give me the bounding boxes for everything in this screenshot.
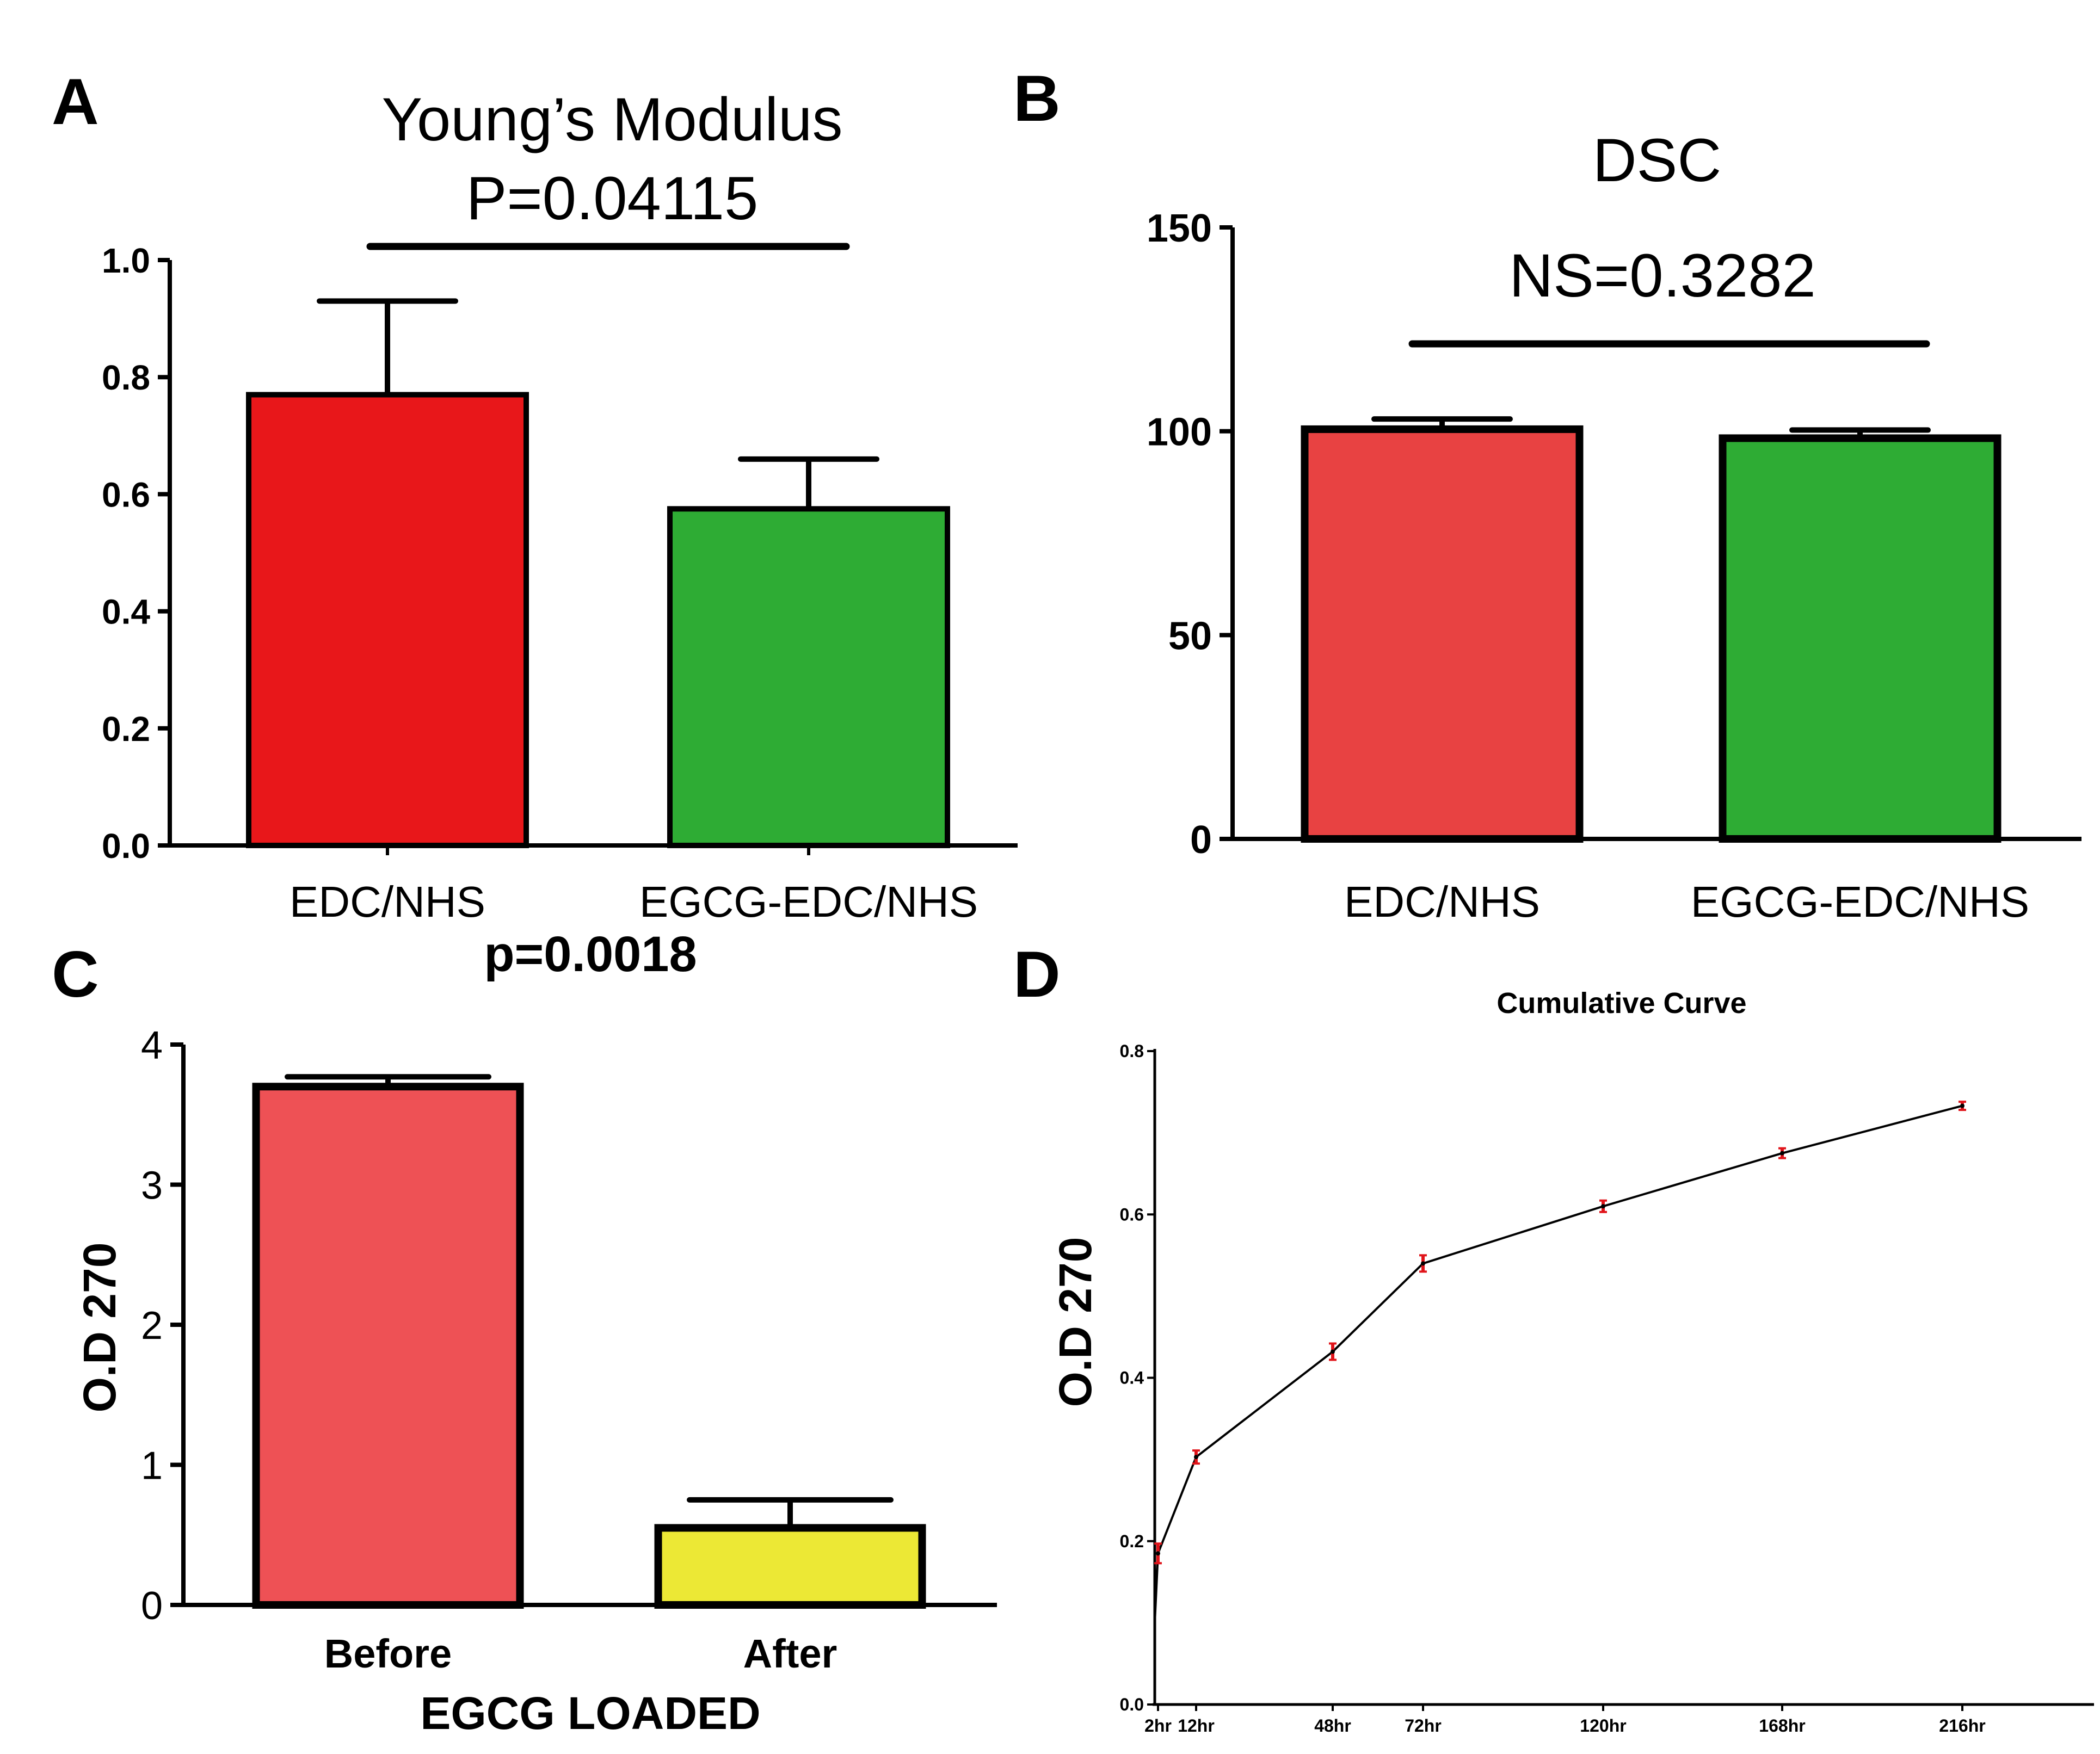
panel-d-point-6: [1960, 1103, 1964, 1108]
panel-d-x-tick-label-1: 12hr: [1178, 1716, 1215, 1736]
panel-d-point-3: [1421, 1261, 1425, 1266]
panel-d-point-1: [1194, 1455, 1198, 1460]
panel-d-point-2: [1331, 1349, 1335, 1354]
panel-c-y-tick-label-1: 1: [141, 1444, 163, 1487]
panel-c-y-tick-label-2: 2: [141, 1304, 163, 1348]
panel-a-bar-1: [667, 506, 950, 848]
panel-b-y-tick-label-3: 150: [1147, 207, 1212, 250]
panel-a-bar-0: [246, 392, 529, 848]
panel-d-title: Cumulative Curve: [1497, 987, 1746, 1020]
panel-d-y-tick-label-3: 0.6: [1120, 1205, 1144, 1224]
panel-d-x-tick-label-6: 216hr: [1939, 1716, 1985, 1736]
panel-c-x-axis-label: EGCG LOADED: [420, 1688, 760, 1739]
panel-a-y-tick-label-1: 0.2: [102, 709, 150, 749]
panel-a-chart: Young’s Modulus P=0.04115 0.0 0.2 0.4 0.6 0.…: [102, 85, 1018, 926]
panel-a-title: Young’s Modulus: [382, 85, 843, 153]
panel-c-x-tick-label-1: After: [743, 1631, 837, 1676]
panel-d-y-tick-label-0: 0.0: [1120, 1695, 1144, 1714]
panel-c-y-axis-label: O.D 270: [74, 1243, 125, 1413]
panel-d-y-axis-label: O.D 270: [1050, 1237, 1101, 1407]
panel-b-x-tick-label-1: EGCG-EDC/NHS: [1691, 878, 2029, 926]
panel-d-chart: Cumulative Curve O.D 270 0.0 0.2 0.4 0.6 0.8…: [1050, 987, 2094, 1736]
panel-letter-a: A: [52, 65, 99, 138]
panel-d-y-tick-label-2: 0.4: [1120, 1368, 1144, 1388]
panel-b-bar-0: [1301, 425, 1584, 843]
panel-c-y-tick-label-0: 0: [141, 1584, 163, 1628]
panel-c-y-tick-label-4: 4: [141, 1024, 163, 1067]
panel-d-x-tick-label-4: 120hr: [1580, 1716, 1626, 1736]
panel-b-pvalue: NS=0.3282: [1509, 242, 1816, 310]
panel-d-x-tick-label-2: 48hr: [1314, 1716, 1351, 1736]
panel-letter-c: C: [52, 938, 99, 1011]
panel-d-x-tick-label-5: 168hr: [1759, 1716, 1805, 1736]
panel-b-bar-1: [1719, 434, 2002, 843]
panel-d-point-4: [1601, 1204, 1605, 1209]
panel-c-bar-0: [252, 1083, 524, 1609]
panel-b-y-tick-label-0: 0: [1190, 818, 1212, 862]
panel-c-pvalue: p=0.0018: [484, 927, 697, 982]
panel-a-x-tick-label-1: EGCG-EDC/NHS: [639, 878, 978, 926]
panel-a-x-tick-label-0: EDC/NHS: [290, 878, 485, 926]
panel-d-point-5: [1780, 1151, 1784, 1156]
panel-a-y-tick-label-4: 0.8: [102, 358, 150, 397]
panel-b-x-tick-label-0: EDC/NHS: [1344, 878, 1540, 926]
panel-b-y-tick-label-2: 100: [1147, 411, 1212, 454]
panel-c-x-tick-label-0: Before: [324, 1631, 452, 1676]
panel-a-pvalue: P=0.04115: [466, 164, 759, 232]
panel-d-x-tick-label-0: 2hr: [1144, 1716, 1172, 1736]
panel-letter-b: B: [1013, 62, 1061, 135]
panel-c-y-tick-label-3: 3: [141, 1164, 163, 1207]
panel-c-bar-1: [654, 1524, 926, 1609]
panel-d-point-0: [1156, 1551, 1160, 1556]
panel-d-series-line: [1154, 1104, 1963, 1623]
panel-letter-d: D: [1013, 938, 1061, 1011]
panel-d-y-tick-label-1: 0.2: [1120, 1531, 1144, 1551]
panel-a-y-tick-label-0: 0.0: [102, 826, 150, 866]
panel-c-chart: p=0.0018 O.D 270 0 1 2 3 4 Before After EGCG …: [74, 927, 997, 1739]
panel-b-y-tick-label-1: 50: [1168, 614, 1212, 658]
panel-a-y-tick-label-5: 1.0: [102, 241, 150, 280]
panel-a-y-tick-label-2: 0.4: [102, 592, 150, 632]
panel-d-x-tick-label-3: 72hr: [1405, 1716, 1442, 1736]
panel-a-y-tick-label-3: 0.6: [102, 475, 150, 514]
panel-b-title: DSC: [1593, 126, 1721, 194]
panel-b-chart: DSC NS=0.3282 0 50 100 150 EDC/NHS EGCG-EDC/…: [1147, 126, 2081, 926]
panel-d-y-tick-label-4: 0.8: [1120, 1041, 1144, 1061]
